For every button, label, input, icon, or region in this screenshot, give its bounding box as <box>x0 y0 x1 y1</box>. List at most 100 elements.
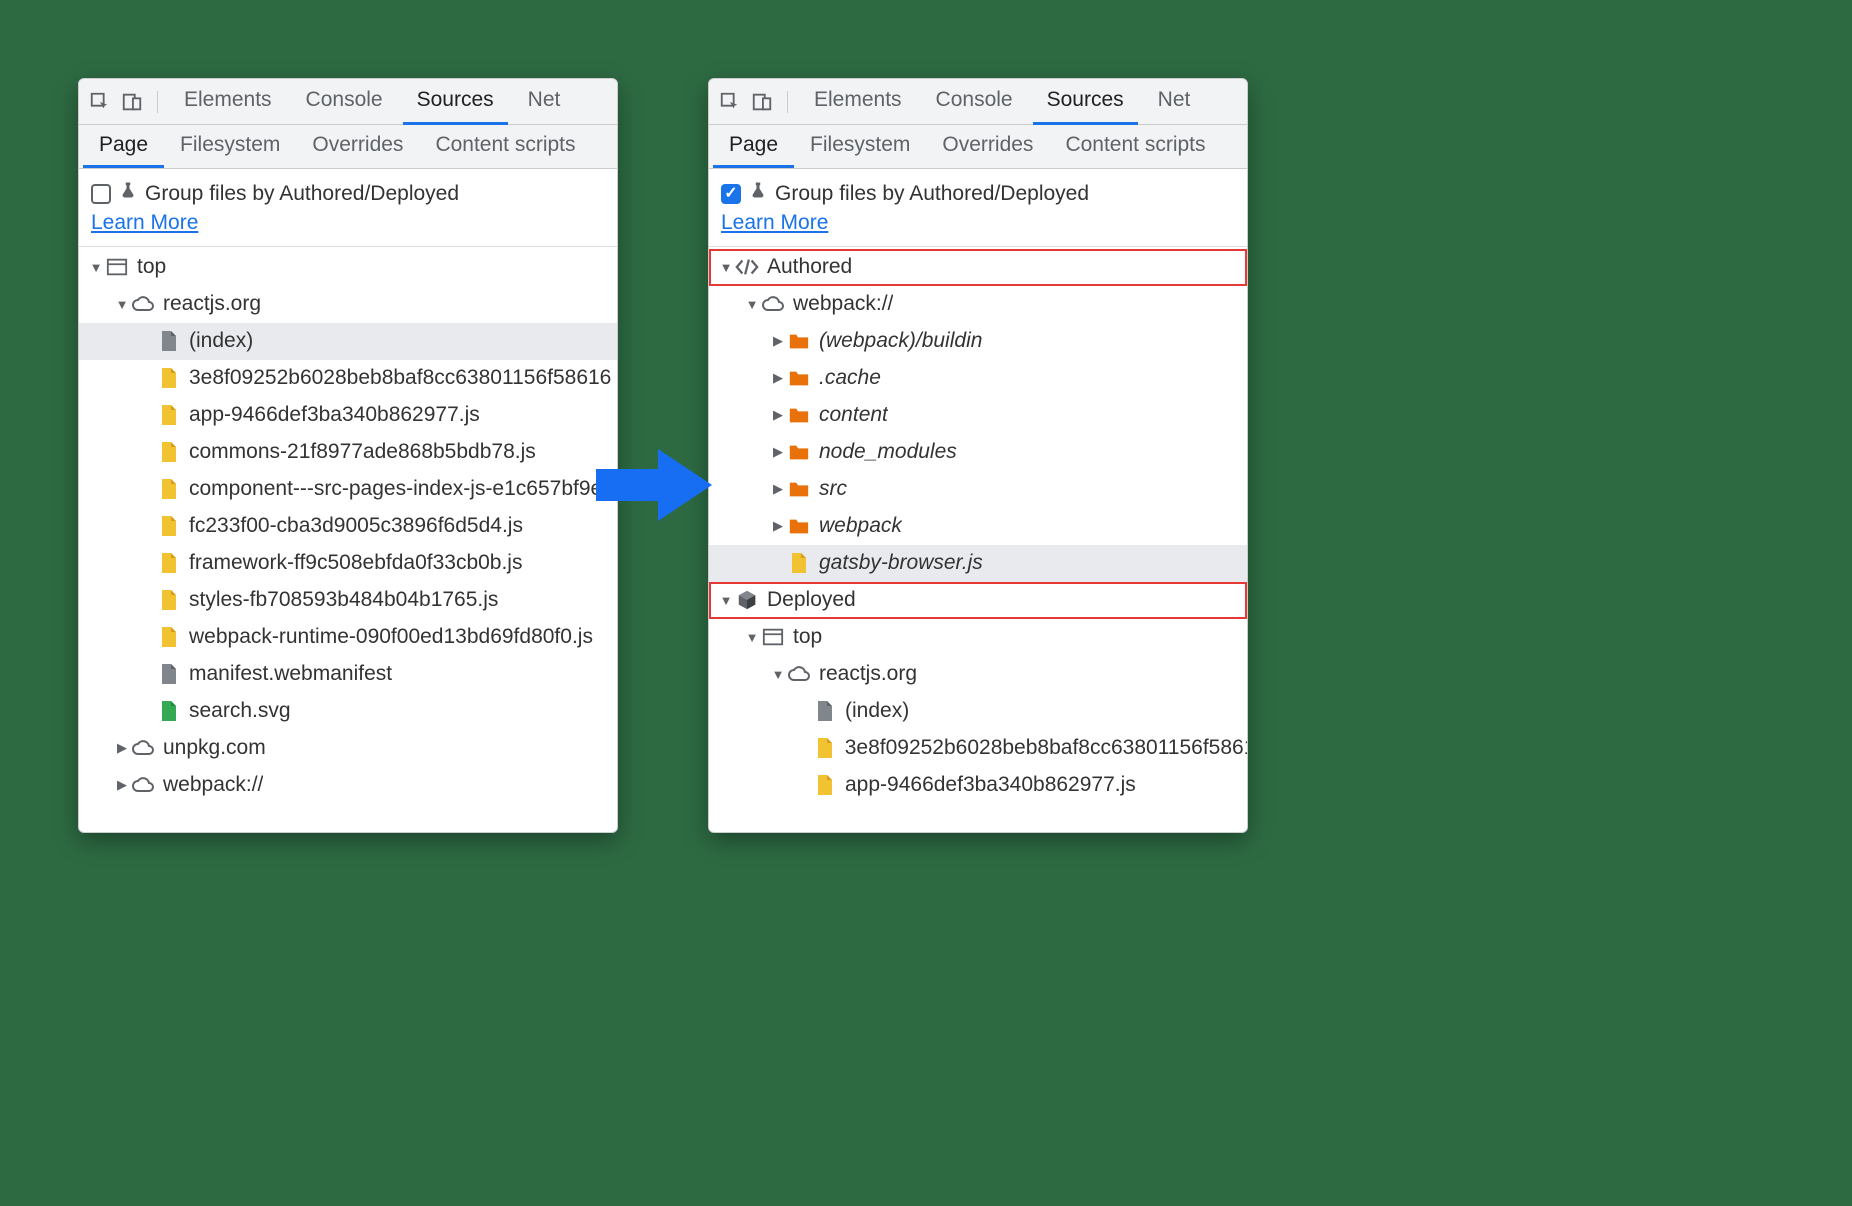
tree-row[interactable]: fc233f00-cba3d9005c3896f6d5d4.js <box>79 508 617 545</box>
toolbar-divider <box>787 91 788 113</box>
subtab-page[interactable]: Page <box>713 125 794 168</box>
toolbar-divider <box>157 91 158 113</box>
tree-row[interactable]: framework-ff9c508ebfda0f33cb0b.js <box>79 545 617 582</box>
disclosure-arrow-icon[interactable] <box>745 630 759 645</box>
subtab-filesystem[interactable]: Filesystem <box>164 125 296 168</box>
learn-more-link[interactable]: Learn More <box>721 211 828 234</box>
tree-item-label: reactjs.org <box>819 662 917 686</box>
tab-network[interactable]: Net <box>514 79 575 125</box>
tree-row[interactable]: top <box>709 619 1247 656</box>
cloud-icon <box>131 773 155 797</box>
tree-item-label: webpack-runtime-090f00ed13bd69fd80f0.js <box>189 625 593 649</box>
tree-row[interactable]: manifest.webmanifest <box>79 656 617 693</box>
top-tabbar: Elements Console Sources Net <box>79 79 617 125</box>
tree-item-label: (index) <box>189 329 253 353</box>
tree-row[interactable]: app-9466def3ba340b862977.js <box>709 767 1247 804</box>
tree-item-label: unpkg.com <box>163 736 266 760</box>
tree-row[interactable]: 3e8f09252b6028beb8baf8cc63801156f5861 <box>709 730 1247 767</box>
disclosure-arrow-icon[interactable] <box>771 407 785 423</box>
tab-console[interactable]: Console <box>292 79 397 125</box>
tab-sources[interactable]: Sources <box>403 79 508 125</box>
devtools-panel-before: Elements Console Sources Net Page Filesy… <box>78 78 618 833</box>
file-tree: topreactjs.org (index) 3e8f09252b6028beb8b… <box>79 247 617 832</box>
subtab-overrides[interactable]: Overrides <box>926 125 1049 168</box>
cloud-icon <box>131 292 155 316</box>
disclosure-arrow-icon[interactable] <box>115 297 129 312</box>
disclosure-arrow-icon[interactable] <box>745 297 759 312</box>
tree-row[interactable]: webpack-runtime-090f00ed13bd69fd80f0.js <box>79 619 617 656</box>
disclosure-arrow-icon[interactable] <box>771 518 785 534</box>
file-yellow-icon <box>157 440 181 464</box>
tree-row[interactable]: Authored <box>709 249 1247 286</box>
tree-row[interactable]: webpack:// <box>79 767 617 804</box>
group-by-section: Group files by Authored/Deployed Learn M… <box>709 169 1247 247</box>
transition-arrow-icon <box>596 445 716 525</box>
tree-item-label: gatsby-browser.js <box>819 551 983 575</box>
tree-row[interactable]: 3e8f09252b6028beb8baf8cc63801156f58616 <box>79 360 617 397</box>
tree-item-label: webpack <box>819 514 902 538</box>
group-by-label: Group files by Authored/Deployed <box>775 179 1089 208</box>
device-toggle-icon[interactable] <box>749 89 775 115</box>
disclosure-arrow-icon[interactable] <box>115 777 129 793</box>
learn-more-link[interactable]: Learn More <box>91 211 198 234</box>
tree-row[interactable]: webpack:// <box>709 286 1247 323</box>
devtools-panel-after: Elements Console Sources Net Page Filesy… <box>708 78 1248 833</box>
tree-row[interactable]: .cache <box>709 360 1247 397</box>
tree-item-label: top <box>793 625 822 649</box>
file-yellow-icon <box>157 366 181 390</box>
tree-row[interactable]: content <box>709 397 1247 434</box>
group-by-checkbox[interactable] <box>91 184 111 204</box>
disclosure-arrow-icon[interactable] <box>89 260 103 275</box>
tree-row[interactable]: node_modules <box>709 434 1247 471</box>
tree-row[interactable]: webpack <box>709 508 1247 545</box>
tree-row[interactable]: unpkg.com <box>79 730 617 767</box>
tree-row[interactable]: reactjs.org <box>79 286 617 323</box>
tree-item-label: app-9466def3ba340b862977.js <box>845 773 1136 797</box>
folder-orange-icon <box>787 477 811 501</box>
tab-network[interactable]: Net <box>1144 79 1205 125</box>
tree-row[interactable]: src <box>709 471 1247 508</box>
tree-row[interactable]: reactjs.org <box>709 656 1247 693</box>
file-yellow-icon <box>157 403 181 427</box>
tree-item-label: search.svg <box>189 699 291 723</box>
disclosure-arrow-icon[interactable] <box>115 740 129 756</box>
tree-row[interactable]: component---src-pages-index-js-e1c657bf9… <box>79 471 617 508</box>
subtab-filesystem[interactable]: Filesystem <box>794 125 926 168</box>
tree-row[interactable]: (index) <box>79 323 617 360</box>
inspect-icon[interactable] <box>87 89 113 115</box>
top-tabbar: Elements Console Sources Net <box>709 79 1247 125</box>
tree-row[interactable]: commons-21f8977ade868b5bdb78.js <box>79 434 617 471</box>
tree-row[interactable]: gatsby-browser.js <box>709 545 1247 582</box>
folder-orange-icon <box>787 366 811 390</box>
tab-console[interactable]: Console <box>922 79 1027 125</box>
tab-sources[interactable]: Sources <box>1033 79 1138 125</box>
group-by-label: Group files by Authored/Deployed <box>145 179 459 208</box>
tree-item-label: webpack:// <box>793 292 893 316</box>
group-by-checkbox[interactable] <box>721 184 741 204</box>
tree-row[interactable]: app-9466def3ba340b862977.js <box>79 397 617 434</box>
tree-row[interactable]: top <box>79 249 617 286</box>
subtab-overrides[interactable]: Overrides <box>296 125 419 168</box>
disclosure-arrow-icon[interactable] <box>771 444 785 460</box>
inspect-icon[interactable] <box>717 89 743 115</box>
tree-row[interactable]: (index) <box>709 693 1247 730</box>
file-yellow-icon <box>157 477 181 501</box>
tree-row[interactable]: styles-fb708593b484b04b1765.js <box>79 582 617 619</box>
disclosure-arrow-icon[interactable] <box>719 260 733 275</box>
subtab-page[interactable]: Page <box>83 125 164 168</box>
tree-row[interactable]: (webpack)/buildin <box>709 323 1247 360</box>
window-icon <box>761 625 785 649</box>
disclosure-arrow-icon[interactable] <box>771 481 785 497</box>
sources-subtabbar: Page Filesystem Overrides Content script… <box>79 125 617 169</box>
disclosure-arrow-icon[interactable] <box>719 593 733 608</box>
device-toggle-icon[interactable] <box>119 89 145 115</box>
tab-elements[interactable]: Elements <box>170 79 286 125</box>
tree-row[interactable]: search.svg <box>79 693 617 730</box>
disclosure-arrow-icon[interactable] <box>771 333 785 349</box>
disclosure-arrow-icon[interactable] <box>771 370 785 386</box>
subtab-content-scripts[interactable]: Content scripts <box>419 125 591 168</box>
tree-row[interactable]: Deployed <box>709 582 1247 619</box>
tab-elements[interactable]: Elements <box>800 79 916 125</box>
disclosure-arrow-icon[interactable] <box>771 667 785 682</box>
subtab-content-scripts[interactable]: Content scripts <box>1049 125 1221 168</box>
